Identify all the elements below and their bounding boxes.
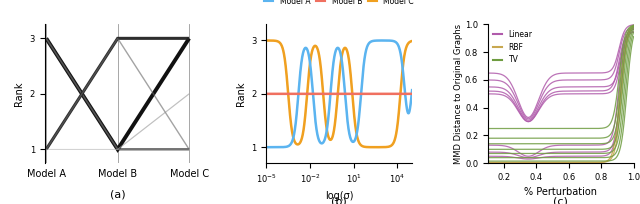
Y-axis label: MMD Distance to Original Graphs: MMD Distance to Original Graphs xyxy=(454,24,463,164)
Legend: Linear, RBF, TV: Linear, RBF, TV xyxy=(492,28,534,66)
X-axis label: % Perturbation: % Perturbation xyxy=(524,187,597,197)
Text: (c): (c) xyxy=(554,197,568,204)
Text: (a): (a) xyxy=(110,190,125,200)
Y-axis label: Rank: Rank xyxy=(236,82,246,106)
Y-axis label: Rank: Rank xyxy=(14,82,24,106)
Legend: Model A, Model B, Model C: Model A, Model B, Model C xyxy=(261,0,417,9)
X-axis label: log(σ): log(σ) xyxy=(325,191,353,201)
Text: (b): (b) xyxy=(332,197,347,204)
